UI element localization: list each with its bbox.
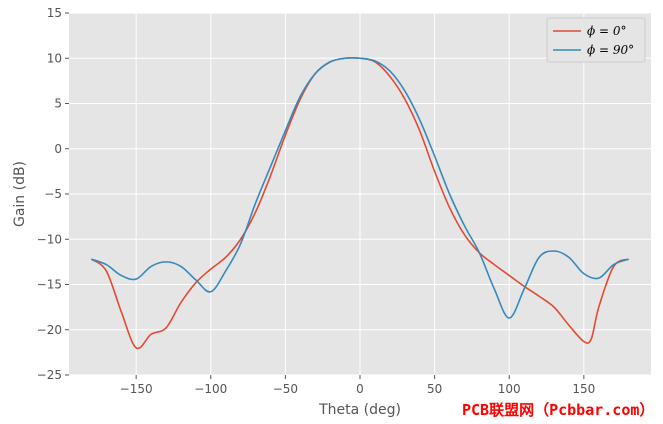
legend-box — [546, 17, 646, 63]
series-lines — [90, 57, 629, 350]
watermark-text: PCB联盟网（Pcbbar.com） — [462, 401, 655, 419]
x-axis-ticks: −150 −100 −50 0 50 100 150 — [120, 375, 595, 396]
series-line-1 — [91, 57, 629, 319]
y-tick-label: −10 — [37, 232, 62, 246]
x-tick-label: 100 — [498, 382, 521, 396]
y-axis-label: Gain (dB) — [12, 161, 28, 227]
y-axis-ticks: −25 −20 −15 −10 −5 0 5 10 15 — [37, 6, 69, 382]
y-tick-label: 15 — [47, 6, 62, 20]
y-tick-label: −15 — [37, 278, 62, 292]
x-tick-label: −100 — [194, 382, 227, 396]
y-tick-label: 0 — [54, 142, 62, 156]
y-tick-label: −20 — [37, 323, 62, 337]
x-tick-label: 150 — [572, 382, 595, 396]
x-tick-label: 50 — [427, 382, 442, 396]
y-tick-label: 5 — [54, 97, 62, 111]
x-tick-label: 0 — [356, 382, 364, 396]
x-tick-label: −50 — [273, 382, 298, 396]
y-tick-label: −5 — [44, 187, 62, 201]
legend-label-1: ϕ = 90° — [587, 43, 634, 57]
x-axis-label: Theta (deg) — [318, 402, 401, 418]
legend: ϕ = 0° ϕ = 90° — [546, 17, 646, 63]
x-tick-label: −150 — [120, 382, 153, 396]
y-tick-label: 10 — [47, 51, 62, 65]
legend-label-0: ϕ = 0° — [587, 24, 627, 38]
y-tick-label: −25 — [37, 368, 62, 382]
